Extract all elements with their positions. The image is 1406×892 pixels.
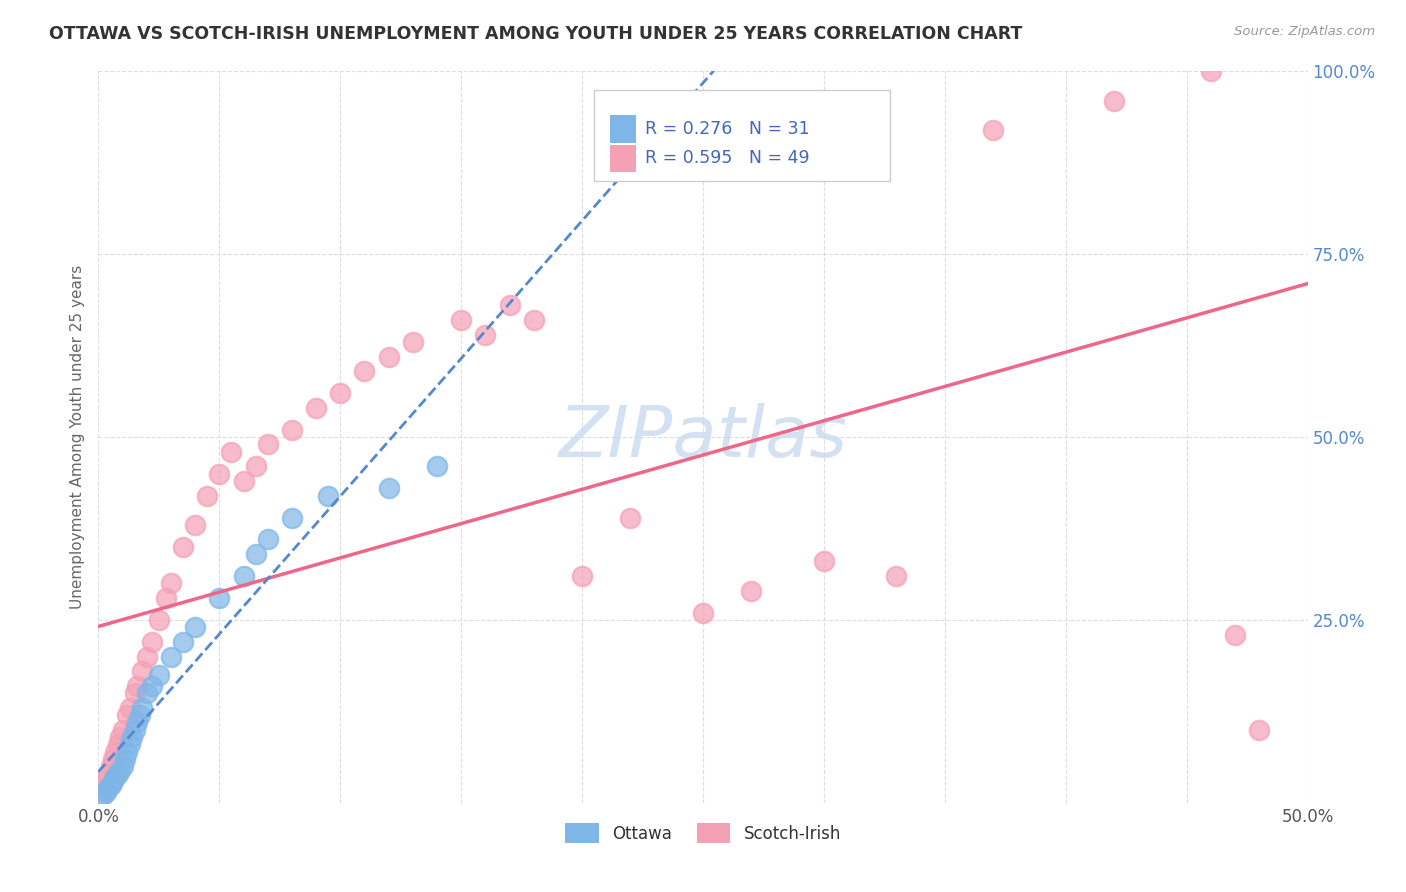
Point xyxy=(148,613,170,627)
Point xyxy=(91,789,114,803)
Point xyxy=(104,770,127,784)
Point xyxy=(886,569,908,583)
Point xyxy=(402,334,425,349)
Point xyxy=(1199,64,1222,78)
Point xyxy=(740,583,762,598)
Point xyxy=(450,313,472,327)
Point xyxy=(256,437,278,451)
Point xyxy=(135,686,157,700)
Point xyxy=(692,606,714,620)
Point xyxy=(94,785,117,799)
Y-axis label: Unemployment Among Youth under 25 years: Unemployment Among Youth under 25 years xyxy=(69,265,84,609)
Point xyxy=(117,745,139,759)
Point xyxy=(117,708,139,723)
Point xyxy=(1223,627,1246,641)
Point xyxy=(90,789,112,803)
Point xyxy=(128,708,150,723)
Point xyxy=(100,759,122,773)
Point xyxy=(101,752,124,766)
Point xyxy=(94,773,117,788)
Point xyxy=(91,781,114,796)
Point xyxy=(101,773,124,788)
Point xyxy=(108,730,131,744)
Point xyxy=(498,298,520,312)
Point xyxy=(474,327,496,342)
Point xyxy=(118,737,141,751)
Point xyxy=(377,481,399,495)
Point xyxy=(208,467,231,481)
Point xyxy=(148,667,170,681)
Point xyxy=(245,459,267,474)
Text: R = 0.595   N = 49: R = 0.595 N = 49 xyxy=(645,149,810,168)
FancyBboxPatch shape xyxy=(610,145,637,172)
Point xyxy=(232,474,254,488)
Point xyxy=(813,554,835,568)
Point xyxy=(426,459,449,474)
Point xyxy=(104,745,127,759)
Point xyxy=(155,591,177,605)
Point xyxy=(114,752,136,766)
Point xyxy=(121,730,143,744)
Point xyxy=(619,510,641,524)
Point xyxy=(118,700,141,714)
Point xyxy=(184,620,207,634)
Point xyxy=(256,533,278,547)
Point xyxy=(305,401,328,415)
Point xyxy=(571,569,593,583)
Point xyxy=(107,737,129,751)
Point xyxy=(124,686,146,700)
FancyBboxPatch shape xyxy=(610,115,637,143)
Point xyxy=(245,547,267,561)
Text: ZIPatlas: ZIPatlas xyxy=(558,402,848,472)
Point xyxy=(111,723,134,737)
Point xyxy=(1102,94,1125,108)
Point xyxy=(1249,723,1271,737)
Point xyxy=(127,715,149,730)
Point xyxy=(131,700,153,714)
Point xyxy=(232,569,254,583)
Point xyxy=(281,423,304,437)
Point xyxy=(97,766,120,780)
Point xyxy=(124,723,146,737)
Text: Source: ZipAtlas.com: Source: ZipAtlas.com xyxy=(1234,25,1375,38)
Point xyxy=(107,766,129,780)
Point xyxy=(316,489,339,503)
Point xyxy=(981,123,1004,137)
Point xyxy=(141,679,163,693)
Point xyxy=(111,759,134,773)
Point xyxy=(160,649,183,664)
Point xyxy=(135,649,157,664)
Point xyxy=(353,364,375,378)
Text: R = 0.276   N = 31: R = 0.276 N = 31 xyxy=(645,120,810,138)
Point xyxy=(184,517,207,532)
Point xyxy=(377,350,399,364)
Point xyxy=(172,540,194,554)
Point xyxy=(141,635,163,649)
Point xyxy=(97,781,120,796)
Point xyxy=(281,510,304,524)
FancyBboxPatch shape xyxy=(595,90,890,181)
Point xyxy=(172,635,194,649)
Point xyxy=(329,386,352,401)
Point xyxy=(221,444,243,458)
Point xyxy=(160,576,183,591)
Point xyxy=(127,679,149,693)
Point xyxy=(108,763,131,777)
Point xyxy=(100,778,122,792)
Text: OTTAWA VS SCOTCH-IRISH UNEMPLOYMENT AMONG YOUTH UNDER 25 YEARS CORRELATION CHART: OTTAWA VS SCOTCH-IRISH UNEMPLOYMENT AMON… xyxy=(49,25,1022,43)
Point xyxy=(195,489,218,503)
Legend: Ottawa, Scotch-Irish: Ottawa, Scotch-Irish xyxy=(558,817,848,849)
Point xyxy=(208,591,231,605)
Point xyxy=(523,313,546,327)
Point xyxy=(131,664,153,678)
